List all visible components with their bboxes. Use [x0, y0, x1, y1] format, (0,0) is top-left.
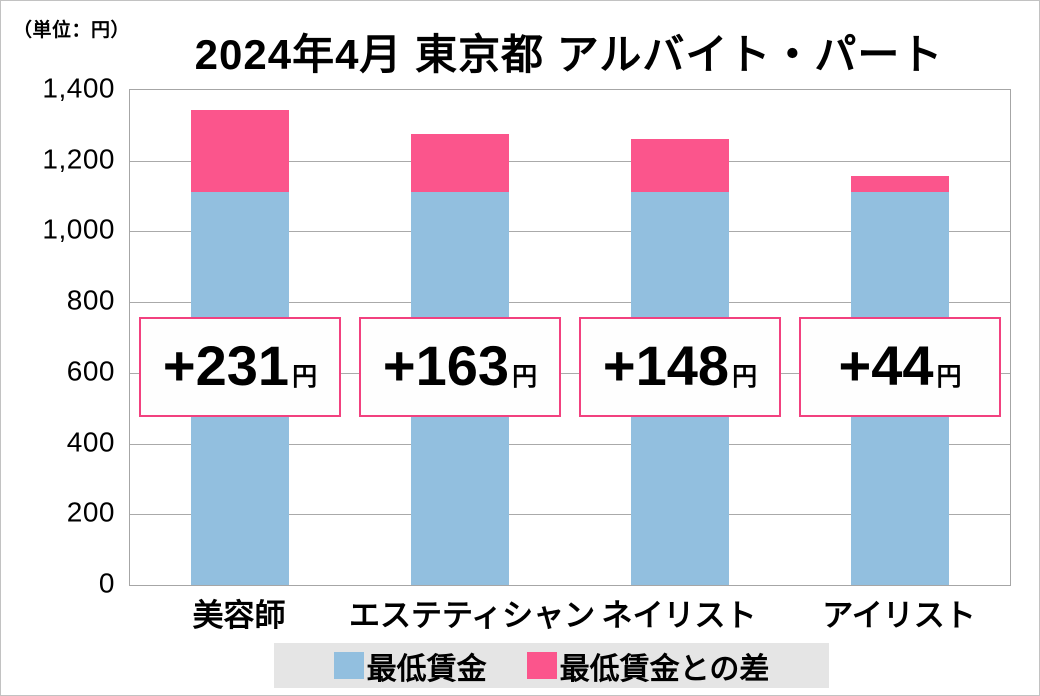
- annotation-box: +163 円: [359, 317, 561, 417]
- gridline: [130, 514, 1010, 516]
- x-category-label: エステティシャン: [349, 598, 596, 633]
- legend-swatch-minimum-wage: [333, 652, 364, 679]
- annotation-value: +148: [602, 334, 730, 397]
- annotation-unit: 円: [732, 363, 758, 391]
- legend-label-minimum-wage: 最低賃金: [366, 652, 487, 686]
- legend-item-minimum-wage: 最低賃金: [333, 644, 487, 688]
- x-category-label: アイリスト: [822, 598, 976, 633]
- plot-area: +231 円 +163 円 +148 円 +44 円: [129, 89, 1011, 586]
- annotation-value: +163: [382, 334, 510, 397]
- y-tick-label: 1,200: [42, 143, 115, 175]
- y-tick-label: 600: [66, 355, 115, 387]
- annotation-unit: 円: [512, 363, 538, 391]
- y-tick-label: 1,400: [42, 72, 115, 104]
- bar-segment-wage-difference: [851, 175, 949, 192]
- legend: 最低賃金 最低賃金との差: [274, 643, 829, 688]
- annotation-value: +231: [162, 334, 290, 397]
- annotation-value: +44: [838, 334, 934, 397]
- y-tick-label: 800: [66, 284, 115, 316]
- gridline: [130, 160, 1010, 162]
- annotation-box: +231 円: [139, 317, 341, 417]
- y-tick-label: 1,000: [42, 213, 115, 245]
- gridline: [130, 372, 1010, 374]
- annotation-box: +44 円: [799, 317, 1001, 417]
- annotation-unit: 円: [292, 363, 318, 391]
- x-category-label: 美容師: [192, 598, 286, 633]
- gridline: [130, 231, 1010, 233]
- bar-segment-wage-difference: [411, 133, 509, 192]
- gridline: [130, 443, 1010, 445]
- bar-segment-wage-difference: [631, 139, 729, 192]
- bar-segment-wage-difference: [191, 109, 289, 192]
- annotation-unit: 円: [936, 363, 962, 391]
- y-tick-label: 0: [98, 567, 115, 599]
- legend-item-wage-difference: 最低賃金との差: [526, 644, 770, 688]
- y-tick-label: 400: [66, 425, 115, 457]
- unit-label: （単位：円）: [13, 20, 131, 41]
- x-category-label: ネイリスト: [601, 598, 757, 633]
- legend-label-wage-difference: 最低賃金との差: [559, 652, 770, 686]
- gridline: [130, 302, 1010, 304]
- y-tick-label: 200: [66, 496, 115, 528]
- legend-swatch-wage-difference: [526, 652, 557, 679]
- chart-title: 2024年4月 東京都 アルバイト・パート: [194, 31, 944, 78]
- annotation-box: +148 円: [579, 317, 781, 417]
